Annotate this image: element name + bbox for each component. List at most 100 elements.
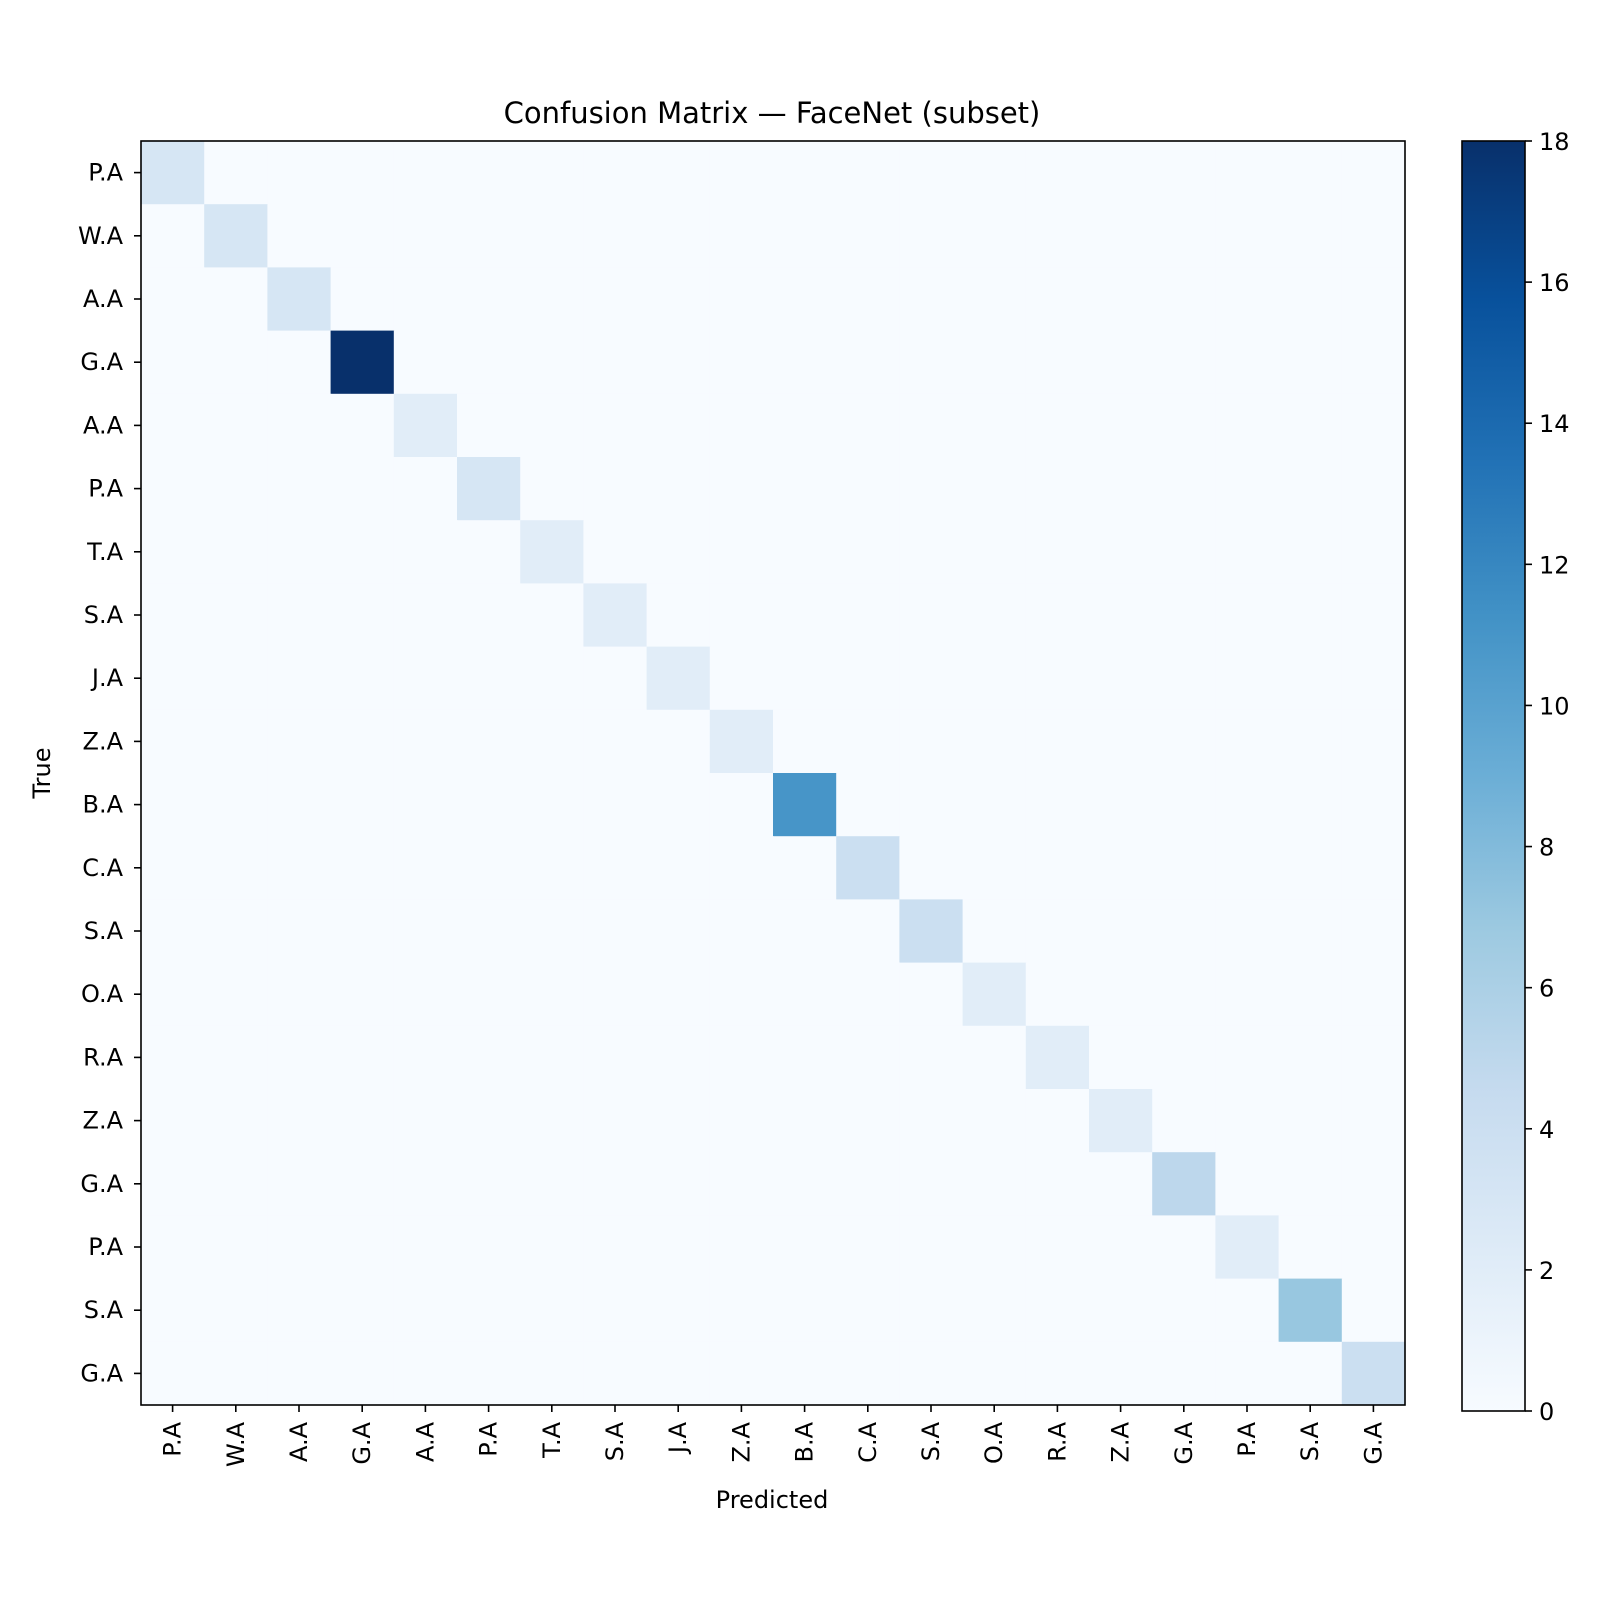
- heatmap-cell: [141, 267, 205, 332]
- heatmap-cell: [1025, 1089, 1090, 1153]
- heatmap-cell: [204, 457, 268, 521]
- heatmap-cell: [393, 330, 458, 395]
- heatmap-cell: [646, 836, 711, 900]
- heatmap-cells: [141, 141, 1406, 1406]
- plot-frame: [140, 140, 1406, 1406]
- colorbar-tick-label: 12: [1539, 551, 1570, 579]
- heatmap-cell: [1215, 393, 1280, 458]
- heatmap-cell: [393, 457, 458, 521]
- heatmap-cell: [836, 899, 900, 964]
- heatmap-cell: [1025, 646, 1090, 711]
- heatmap-cell: [141, 393, 205, 458]
- heatmap-cell: [583, 330, 648, 395]
- heatmap-cell: [709, 646, 774, 711]
- y-tick-marks: [134, 171, 141, 1375]
- heatmap-cell: [330, 1278, 395, 1343]
- heatmap-cell: [709, 773, 774, 837]
- heatmap-cell: [457, 836, 521, 900]
- heatmap-cell: [1278, 141, 1343, 205]
- heatmap-cell: [457, 1341, 521, 1406]
- y-tick-label: J.A: [90, 664, 124, 692]
- heatmap-cell: [1215, 773, 1280, 837]
- heatmap-cell: [267, 583, 332, 648]
- heatmap-cell: [1215, 520, 1280, 584]
- heatmap-cell: [646, 1152, 711, 1216]
- y-tick-label: C.A: [82, 854, 123, 882]
- heatmap-cell: [709, 1089, 774, 1153]
- heatmap-cell: [330, 520, 395, 584]
- heatmap-cell: [141, 1278, 205, 1343]
- heatmap-cell: [962, 330, 1027, 395]
- y-tick-labels: P.A W.A A.A G.A A.A P.A T.A S.A J.A Z.A B.A C.A S.A O…: [78, 159, 124, 1388]
- heatmap-cell: [1278, 836, 1343, 900]
- heatmap-cell: [1089, 962, 1153, 1027]
- heatmap-cell: [204, 583, 268, 648]
- heatmap-cell: [1278, 1341, 1343, 1406]
- heatmap-cell-diagonal: [520, 520, 584, 584]
- heatmap-cell: [646, 1215, 711, 1280]
- heatmap-cell: [709, 1025, 774, 1090]
- heatmap-cell-diagonal: [393, 393, 458, 458]
- heatmap-cell: [141, 1152, 205, 1216]
- heatmap-cell: [646, 583, 711, 648]
- x-tick-label: B.A: [791, 1421, 819, 1462]
- heatmap-cell: [1152, 204, 1216, 268]
- heatmap-cell: [773, 1215, 837, 1280]
- heatmap-cell: [520, 393, 584, 458]
- x-tick-label: P.A: [159, 1421, 187, 1456]
- heatmap-cell: [204, 520, 268, 584]
- heatmap-cell: [267, 962, 332, 1027]
- x-tick-label: S.A: [601, 1421, 629, 1461]
- x-tick-label: A.A: [411, 1421, 439, 1462]
- heatmap-cell: [1341, 709, 1406, 774]
- heatmap-cell: [962, 583, 1027, 648]
- heatmap-cell: [457, 520, 521, 584]
- heatmap-cell: [773, 962, 837, 1027]
- heatmap-cell: [962, 204, 1027, 268]
- heatmap-cell: [204, 962, 268, 1027]
- heatmap-cell: [1152, 836, 1216, 900]
- heatmap-cell: [646, 1341, 711, 1406]
- heatmap-cell: [773, 836, 837, 900]
- heatmap-cell: [836, 1089, 900, 1153]
- x-tick-label: J.A: [664, 1421, 692, 1455]
- heatmap-cell: [773, 520, 837, 584]
- heatmap-cell: [1341, 1152, 1406, 1216]
- colorbar-tick-label: 6: [1539, 975, 1554, 1003]
- heatmap-cell-diagonal: [457, 457, 521, 521]
- heatmap-cell: [1278, 583, 1343, 648]
- heatmap-cell: [836, 1025, 900, 1090]
- heatmap-cell: [836, 457, 900, 521]
- heatmap-cell: [1089, 583, 1153, 648]
- y-tick-label: G.A: [80, 1170, 123, 1198]
- heatmap-cell: [457, 330, 521, 395]
- heatmap-cell: [646, 520, 711, 584]
- heatmap-cell: [836, 330, 900, 395]
- heatmap-cell: [773, 709, 837, 774]
- heatmap-cell: [773, 646, 837, 711]
- heatmap-cell: [899, 1089, 964, 1153]
- heatmap-cell: [1025, 457, 1090, 521]
- heatmap-cell: [899, 1215, 964, 1280]
- heatmap-cell: [1215, 267, 1280, 332]
- heatmap-cell: [899, 267, 964, 332]
- heatmap-cell: [1152, 1341, 1216, 1406]
- colorbar-tick-label: 10: [1539, 692, 1570, 720]
- heatmap-cell: [1089, 709, 1153, 774]
- heatmap-cell: [1089, 204, 1153, 268]
- heatmap-cell: [583, 1215, 648, 1280]
- heatmap-cell: [899, 646, 964, 711]
- heatmap-cell: [267, 457, 332, 521]
- heatmap-cell: [709, 962, 774, 1027]
- heatmap-cell: [1278, 1215, 1343, 1280]
- heatmap-cell: [204, 773, 268, 837]
- colorbar-gradient: [1462, 141, 1525, 1411]
- heatmap-cell: [709, 393, 774, 458]
- heatmap-cell: [393, 141, 458, 205]
- heatmap-cell: [1341, 836, 1406, 900]
- heatmap-cell: [836, 1152, 900, 1216]
- heatmap-cell: [393, 962, 458, 1027]
- heatmap-cell: [1089, 1278, 1153, 1343]
- colorbar-tick-label: 16: [1539, 269, 1570, 297]
- heatmap-cell: [583, 141, 648, 205]
